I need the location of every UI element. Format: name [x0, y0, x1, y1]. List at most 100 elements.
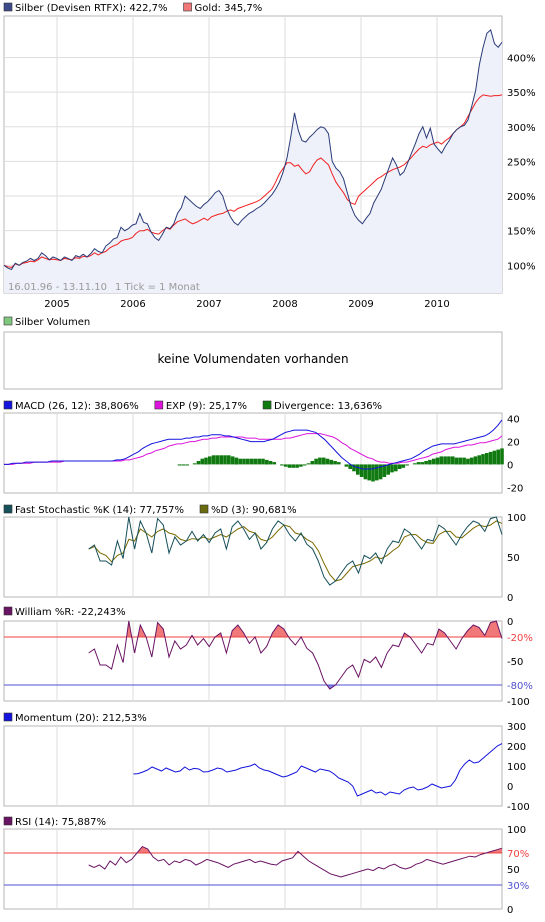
price-legend-label-0: Silber (Devisen RTFX): 422,7% [15, 3, 168, 14]
macd-legend-label-1: EXP (9): 25,17% [166, 401, 247, 412]
xtick-2009: 2009 [348, 299, 373, 310]
divergence-bar-29 [211, 455, 216, 465]
divergence-bar-92 [450, 456, 455, 465]
rsi-lower-label: 30% [507, 881, 529, 892]
macd-legend-label-0: MACD (26, 12): 38,806% [15, 401, 139, 412]
divergence-bar-87 [431, 458, 436, 465]
xtick-2010: 2010 [424, 299, 449, 310]
series-line-silver [3, 28, 503, 271]
divergence-bar-56 [314, 458, 318, 465]
series-line-momentum [133, 743, 503, 797]
divergence-bar-32 [223, 455, 227, 465]
price-ytick-3: 250% [507, 157, 536, 168]
divergence-bar-36 [238, 458, 242, 465]
divergence-bar-61 [333, 461, 337, 465]
divergence-bar-80 [405, 464, 409, 466]
momentum-ytick-4: 300 [507, 722, 526, 733]
divergence-bar-90 [443, 456, 447, 465]
divergence-bar-38 [246, 458, 250, 465]
divergence-bar-82 [412, 463, 417, 465]
rsi-ytick-1: 50 [507, 865, 520, 876]
william-upper-label: -20% [507, 633, 533, 644]
divergence-bar-62 [337, 462, 341, 465]
divergence-bar-57 [318, 457, 322, 465]
divergence-bar-42 [261, 458, 265, 465]
macd-legend-swatch-0 [3, 400, 13, 410]
price-ytick-0: 100% [507, 261, 536, 272]
divergence-bar-101 [485, 453, 489, 465]
divergence-bar-78 [397, 464, 402, 469]
divergence-bar-50 [291, 464, 296, 468]
watermark-range: 16.01.96 - 13.11.10 [8, 282, 107, 293]
rsi-upper-label: 70% [507, 849, 529, 860]
divergence-bar-100 [481, 454, 485, 465]
divergence-bar-59 [325, 458, 330, 465]
divergence-bar-45 [272, 462, 277, 465]
stoch-legend-swatch-0 [3, 504, 13, 514]
series-line-rsi [88, 845, 503, 878]
divergence-bar-93 [454, 457, 459, 465]
divergence-bar-103 [492, 450, 497, 465]
rsi-ytick-0: 0 [507, 905, 513, 916]
divergence-bar-24 [192, 463, 197, 465]
divergence-bar-74 [382, 464, 387, 477]
macd-ytick-2: 20 [507, 438, 520, 449]
momentum-ytick-0: -100 [507, 802, 530, 813]
divergence-bar-89 [439, 456, 444, 465]
stoch-legend-label-0: Fast Stochastic %K (14): 77,757% [15, 505, 184, 516]
volume-legend-swatch-0 [3, 316, 13, 326]
william-ytick-2: 0 [507, 617, 513, 628]
momentum-ytick-1: 0 [507, 782, 513, 793]
divergence-bar-27 [204, 457, 208, 465]
divergence-bar-33 [227, 455, 231, 465]
divergence-bar-69 [363, 464, 368, 480]
divergence-bar-49 [287, 464, 292, 468]
divergence-bar-58 [321, 457, 326, 465]
divergence-bar-86 [428, 459, 432, 465]
divergence-bar-39 [249, 458, 254, 465]
xtick-2007: 2007 [196, 299, 221, 310]
xtick-2005: 2005 [44, 299, 69, 310]
series-line-william [88, 620, 503, 690]
watermark-tick: 1 Tick = 1 Monat [115, 282, 200, 293]
momentum-legend-label-0: Momentum (20): 212,53% [15, 713, 147, 724]
divergence-bar-21 [181, 464, 186, 466]
divergence-bar-43 [265, 459, 269, 465]
divergence-bar-68 [359, 464, 364, 477]
divergence-bar-48 [283, 464, 288, 467]
divergence-bar-98 [473, 456, 478, 465]
divergence-bar-71 [371, 464, 375, 482]
macd-ytick-3: 40 [507, 415, 520, 426]
volume-empty-message: keine Volumendaten vorhanden [157, 352, 348, 366]
divergence-bar-64 [344, 464, 349, 467]
volume-frame [3, 331, 503, 390]
stoch-frame [3, 516, 503, 598]
macd-legend-label-2: Divergence: 13,636% [274, 401, 382, 412]
price-legend-swatch-0 [3, 2, 13, 12]
xtick-2006: 2006 [120, 299, 145, 310]
stoch-ytick-0: 0 [507, 593, 513, 604]
divergence-bar-25 [196, 461, 201, 465]
volume-legend-label-0: Silber Volumen [15, 317, 90, 328]
william-lower-label: -80% [507, 681, 533, 692]
divergence-bar-37 [242, 458, 246, 465]
divergence-bar-75 [386, 464, 390, 475]
momentum-frame [3, 725, 503, 807]
william-ytick-1: -50 [507, 657, 523, 668]
william-legend-swatch-0 [3, 606, 13, 616]
divergence-bar-22 [185, 464, 189, 466]
price-ytick-2: 200% [507, 192, 536, 203]
divergence-bar-31 [219, 455, 223, 465]
divergence-bar-91 [447, 456, 451, 465]
divergence-bar-28 [208, 456, 212, 465]
divergence-bar-102 [488, 451, 493, 465]
macd-legend-swatch-2 [262, 400, 272, 410]
series-line-macd [4, 419, 503, 470]
divergence-bar-35 [234, 457, 239, 465]
divergence-bar-104 [496, 449, 500, 465]
divergence-bar-66 [352, 464, 356, 472]
macd-frame [3, 412, 503, 494]
price-ytick-5: 350% [507, 88, 536, 99]
divergence-bar-41 [257, 458, 261, 465]
